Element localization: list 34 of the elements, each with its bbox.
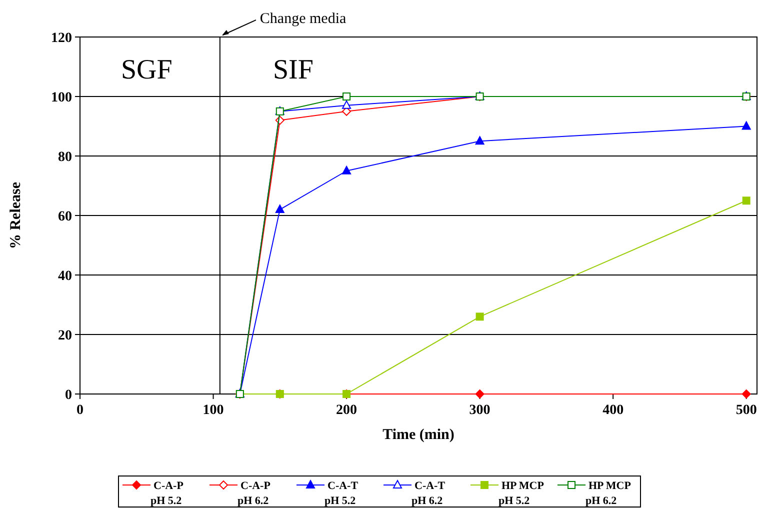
point xyxy=(342,166,352,174)
legend-label: HP MCP pH 5.2 xyxy=(498,480,544,507)
x-tick-label: 400 xyxy=(602,403,624,418)
point xyxy=(475,390,484,398)
y-tick-label: 40 xyxy=(58,268,72,284)
y-tick-label: 20 xyxy=(58,328,72,344)
y-tick-label: 120 xyxy=(51,30,72,46)
legend-label: Change media xyxy=(260,11,346,27)
legend-label: C-A-T pH 5.2 xyxy=(324,480,359,507)
point xyxy=(476,312,484,321)
legend-label: C-A-P pH 6.2 xyxy=(238,480,271,507)
legend-label: C-A-T pH 6.2 xyxy=(412,480,446,507)
annotation: SGF xyxy=(120,54,172,86)
y-axis-title: % Release xyxy=(8,182,24,250)
y-tick-label: 100 xyxy=(51,90,72,106)
x-tick-label: 100 xyxy=(202,403,224,418)
y-tick-label: 60 xyxy=(58,209,72,224)
legend-label: HP MCP pH 6.2 xyxy=(586,480,632,507)
point xyxy=(742,196,750,205)
y-tick-label: 0 xyxy=(65,388,72,403)
point xyxy=(742,390,751,398)
x-axis-title: Time (min) xyxy=(382,427,454,443)
point xyxy=(275,204,284,214)
point xyxy=(342,100,352,109)
x-tick-label: 0 xyxy=(76,403,84,418)
point xyxy=(475,136,484,145)
legend-label: C-A-P pH 5.2 xyxy=(150,480,184,507)
annotation: SIF xyxy=(272,54,314,86)
x-tick-label: 200 xyxy=(336,403,358,418)
point xyxy=(342,92,351,100)
y-tick-label: 80 xyxy=(58,150,72,165)
point xyxy=(742,121,751,130)
x-tick-label: 300 xyxy=(469,403,490,418)
x-tick-label: 500 xyxy=(736,403,757,418)
